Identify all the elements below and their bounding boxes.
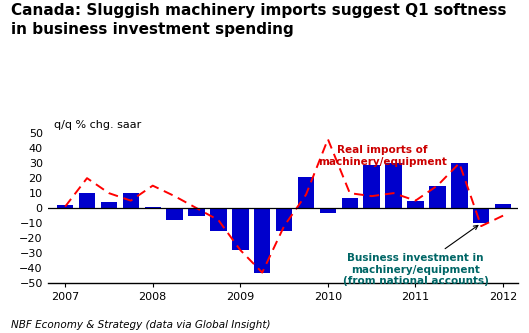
Bar [254,208,270,272]
Bar [429,186,445,208]
Bar [407,200,424,208]
Bar [386,163,402,208]
Bar [57,205,74,208]
Text: Real imports of
machinery/equipment: Real imports of machinery/equipment [318,145,447,167]
Bar [167,208,183,220]
Bar [144,206,161,208]
Bar [123,193,139,208]
Bar [79,193,95,208]
Bar [210,208,226,230]
Text: Business investment in
machinery/equipment
(from national accounts): Business investment in machinery/equipme… [343,225,488,286]
Bar [320,208,336,212]
Bar [495,204,512,208]
Bar [188,208,205,216]
Bar [232,208,249,250]
Text: Canada: Sluggish machinery imports suggest Q1 softness
in business investment sp: Canada: Sluggish machinery imports sugge… [11,3,506,37]
Bar [342,198,358,208]
Text: q/q % chg. saar: q/q % chg. saar [54,120,141,130]
Bar [276,208,293,230]
Bar [473,208,489,223]
Bar [451,163,468,208]
Bar [298,176,314,208]
Bar [101,202,117,208]
Bar [363,165,380,208]
Text: NBF Economy & Strategy (data via Global Insight): NBF Economy & Strategy (data via Global … [11,320,270,330]
